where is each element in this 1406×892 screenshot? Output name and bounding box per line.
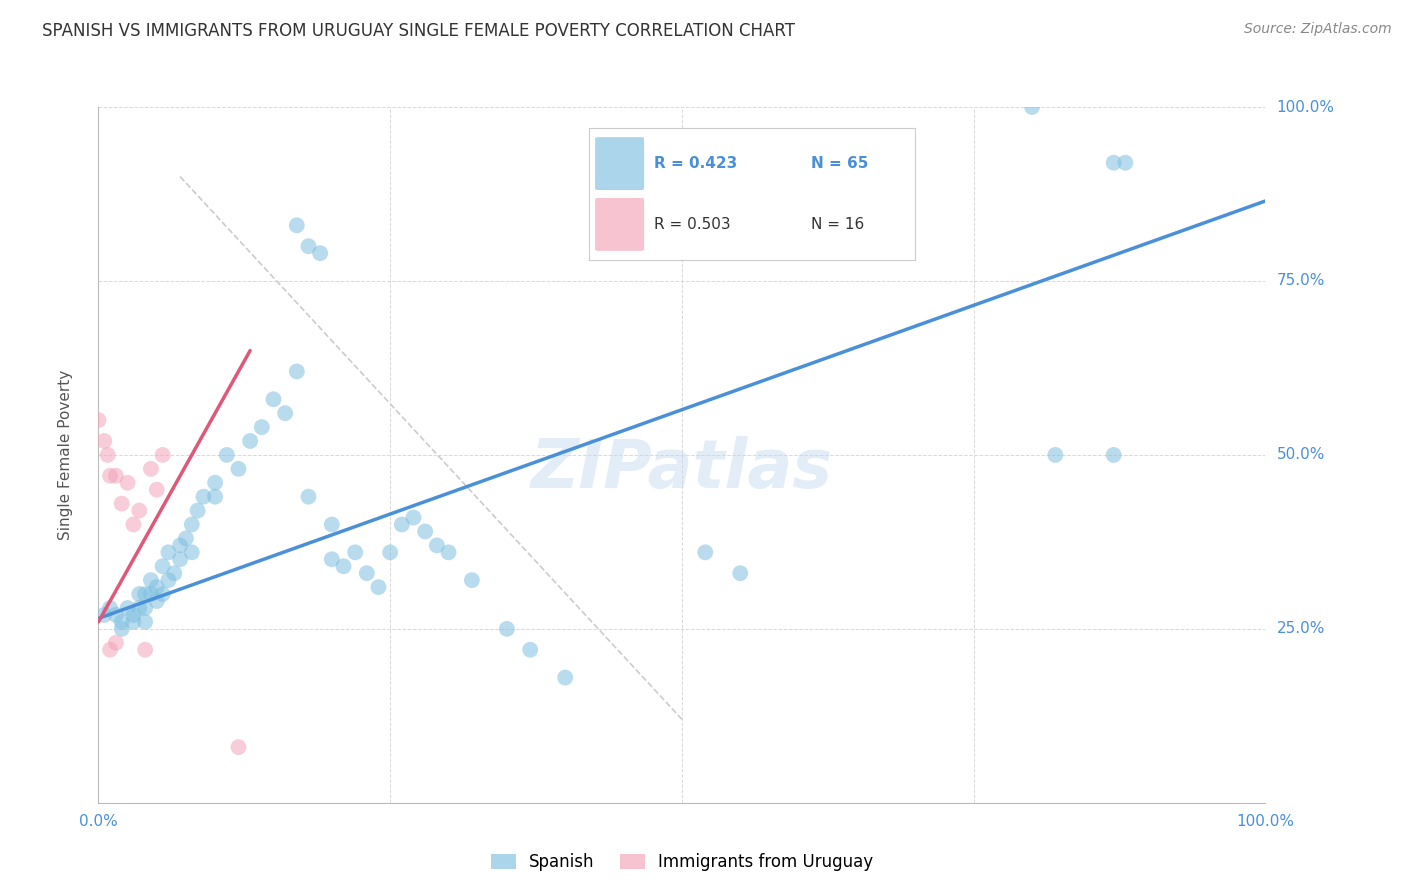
Point [250, 420, 273, 434]
Point [262, 392, 284, 407]
Point [111, 497, 134, 511]
Point [356, 566, 378, 581]
Point [1114, 155, 1136, 169]
Point [321, 517, 343, 532]
Point [117, 601, 139, 615]
Point [128, 601, 150, 615]
Point [128, 587, 150, 601]
Point [402, 510, 425, 524]
Point [461, 573, 484, 587]
Point [128, 503, 150, 517]
Point [180, 517, 202, 532]
Point [413, 524, 436, 539]
Point [695, 545, 717, 559]
Point [204, 475, 226, 490]
Point [152, 559, 174, 574]
Point [104, 636, 127, 650]
Point [139, 462, 162, 476]
Point [193, 490, 215, 504]
Y-axis label: Single Female Poverty: Single Female Poverty [59, 370, 73, 540]
Point [122, 607, 145, 622]
Point [215, 448, 238, 462]
Point [139, 587, 162, 601]
Point [134, 615, 156, 629]
Point [146, 580, 169, 594]
Point [309, 246, 332, 260]
Point [169, 538, 191, 552]
Point [111, 622, 134, 636]
Point [437, 545, 460, 559]
Point [228, 740, 250, 755]
Point [104, 468, 127, 483]
Point [157, 545, 180, 559]
Legend: Spanish, Immigrants from Uruguay: Spanish, Immigrants from Uruguay [484, 847, 880, 878]
Point [274, 406, 297, 420]
Text: SPANISH VS IMMIGRANTS FROM URUGUAY SINGLE FEMALE POVERTY CORRELATION CHART: SPANISH VS IMMIGRANTS FROM URUGUAY SINGL… [42, 22, 796, 40]
Point [111, 615, 134, 629]
Text: 50.0%: 50.0% [1277, 448, 1324, 462]
Point [98, 642, 121, 657]
Point [367, 580, 389, 594]
Point [239, 434, 262, 448]
Point [146, 483, 169, 497]
Text: 100.0%: 100.0% [1277, 100, 1334, 114]
Point [98, 468, 121, 483]
Point [152, 448, 174, 462]
Point [174, 532, 197, 546]
Point [104, 607, 127, 622]
Point [187, 503, 209, 517]
Point [297, 239, 319, 253]
Point [93, 434, 115, 448]
Point [180, 545, 202, 559]
Point [1102, 155, 1125, 169]
Point [554, 671, 576, 685]
Point [146, 594, 169, 608]
Point [134, 642, 156, 657]
Point [117, 475, 139, 490]
Point [1021, 100, 1043, 114]
Point [1102, 448, 1125, 462]
Point [93, 607, 115, 622]
Point [122, 615, 145, 629]
Point [1045, 448, 1067, 462]
Point [228, 462, 250, 476]
Point [157, 573, 180, 587]
Point [152, 587, 174, 601]
Point [730, 566, 752, 581]
Text: 75.0%: 75.0% [1277, 274, 1324, 288]
Point [332, 559, 354, 574]
Point [163, 566, 186, 581]
Point [426, 538, 449, 552]
Text: ZIPatlas: ZIPatlas [531, 436, 832, 502]
Point [134, 601, 156, 615]
Point [285, 219, 308, 233]
Point [321, 552, 343, 566]
Point [169, 552, 191, 566]
Point [97, 448, 120, 462]
Point [134, 587, 156, 601]
Text: Source: ZipAtlas.com: Source: ZipAtlas.com [1244, 22, 1392, 37]
Point [204, 490, 226, 504]
Point [139, 573, 162, 587]
Point [122, 517, 145, 532]
Point [391, 517, 413, 532]
Point [378, 545, 402, 559]
Point [87, 413, 110, 427]
Point [98, 601, 121, 615]
Point [344, 545, 367, 559]
Point [285, 364, 308, 378]
Text: 25.0%: 25.0% [1277, 622, 1324, 636]
Point [495, 622, 517, 636]
Point [519, 642, 541, 657]
Point [297, 490, 319, 504]
